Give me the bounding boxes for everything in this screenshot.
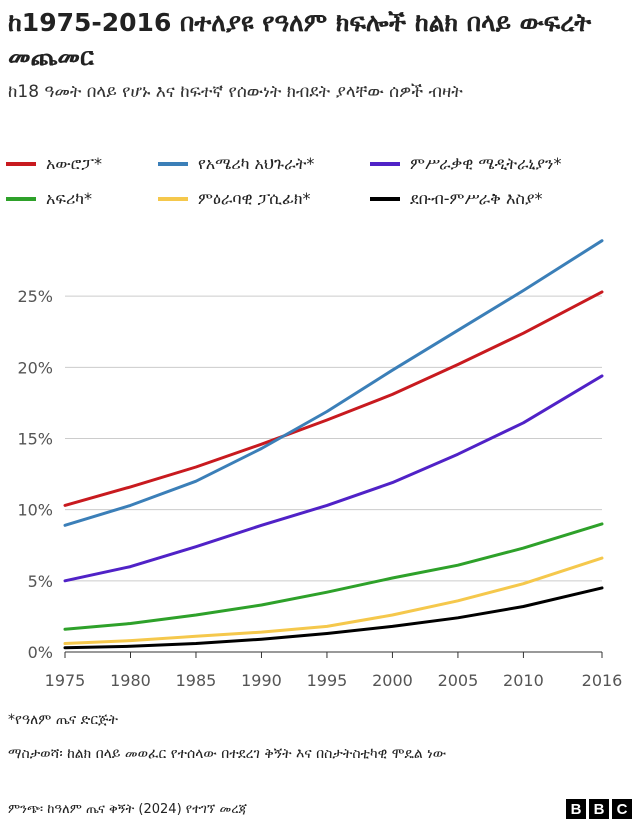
chart-subtitle: ከ18 ዓመት በላይ የሆኑ እና ከፍተኛ የሰውነት ክብደት ያላቸው … bbox=[8, 82, 463, 102]
y-tick-label-15: 15% bbox=[17, 430, 53, 449]
legend-swatch-americas bbox=[158, 162, 188, 166]
x-tick-label-1995: 1995 bbox=[307, 671, 348, 690]
x-tick-label-1990: 1990 bbox=[241, 671, 282, 690]
legend-item-south-east-asia: ደቡብ-ምሥራቅ እስያ* bbox=[370, 186, 543, 212]
series-line-1 bbox=[63, 239, 604, 527]
legend-item-western-pacific: ምዕራባዊ ፓሲፊክ* bbox=[158, 186, 311, 212]
y-tick-label-20: 20% bbox=[17, 358, 53, 377]
footnote-methodology: ማስታወሻ፡ ከልክ በላይ መወፈር የተሰላው በተደረገ ቅኝት እና በ… bbox=[8, 746, 447, 762]
x-tick-label-2016: 2016 bbox=[582, 671, 623, 690]
legend-item-africa: አፍሪካ* bbox=[6, 186, 92, 212]
series-line-5 bbox=[63, 586, 604, 650]
legend-item-eastern-mediterranean: ምሥራቃዊ ሜዲትራኒያን* bbox=[370, 151, 561, 177]
series-line-3 bbox=[63, 522, 604, 631]
legend-label-africa: አፍሪካ* bbox=[46, 189, 93, 208]
x-tick-label-1980: 1980 bbox=[110, 671, 151, 690]
legend-swatch-south-east-asia bbox=[370, 197, 400, 201]
x-tick-label-2010: 2010 bbox=[503, 671, 544, 690]
footnote-who: *የዓለም ጤና ድርጅት bbox=[8, 712, 118, 728]
chart-title: ከ1975-2016 በተለያዩ የዓለም ክፍሎች ከልክ በላይ ውፍረት … bbox=[8, 8, 592, 71]
series-line-4 bbox=[63, 556, 604, 645]
y-tick-label-5: 5% bbox=[28, 572, 53, 591]
x-tick-label-1975: 1975 bbox=[45, 671, 86, 690]
legend-item-americas: የአሜሪካ አህጉራት* bbox=[158, 151, 314, 177]
series-line-0 bbox=[63, 290, 604, 507]
bbc-logo: B B C bbox=[566, 799, 632, 819]
legend-swatch-europe bbox=[6, 162, 36, 166]
legend-item-europe: አውሮፓ* bbox=[6, 151, 102, 177]
legend-swatch-western-pacific bbox=[158, 197, 188, 201]
legend-label-eastern-mediterranean: ምሥራቃዊ ሜዲትራኒያን* bbox=[410, 154, 562, 173]
x-tick-label-2005: 2005 bbox=[438, 671, 479, 690]
x-axis: 1975 1980 1985 1990 1995 2000 2005 2010 2016 bbox=[45, 651, 623, 690]
legend-swatch-africa bbox=[6, 197, 36, 201]
chart-gridlines bbox=[65, 295, 602, 582]
y-tick-label-0: 0% bbox=[28, 643, 53, 662]
line-chart: 0% 5% 10% 15% 20% 25% 1975 1980 1985 1990 1995 200… bbox=[17, 239, 623, 690]
legend-label-western-pacific: ምዕራባዊ ፓሲፊክ* bbox=[198, 189, 311, 208]
x-tick-label-1985: 1985 bbox=[176, 671, 217, 690]
series-line-2 bbox=[63, 374, 604, 583]
legend-label-americas: የአሜሪካ አህጉራት* bbox=[198, 154, 315, 173]
bbc-logo-block-3: C bbox=[612, 799, 632, 819]
legend-swatch-eastern-mediterranean bbox=[370, 162, 400, 166]
y-tick-label-25: 25% bbox=[17, 287, 53, 306]
chart-series-lines bbox=[63, 239, 604, 650]
footer-bar: ምንጭ፡ ከዓለም ጤና ቅኝት (2024) የተገኘ መረጃ B B C bbox=[0, 795, 640, 825]
legend-label-south-east-asia: ደቡብ-ምሥራቅ እስያ* bbox=[410, 189, 543, 208]
bbc-logo-block-1: B bbox=[566, 799, 586, 819]
y-axis-tick-labels: 0% 5% 10% 15% 20% 25% bbox=[17, 287, 53, 662]
source-text: ምንጭ፡ ከዓለም ጤና ቅኝት (2024) የተገኘ መረጃ bbox=[8, 802, 248, 817]
bbc-logo-block-2: B bbox=[589, 799, 609, 819]
y-tick-label-10: 10% bbox=[17, 501, 53, 520]
x-tick-label-2000: 2000 bbox=[372, 671, 413, 690]
legend-label-europe: አውሮፓ* bbox=[46, 154, 102, 173]
